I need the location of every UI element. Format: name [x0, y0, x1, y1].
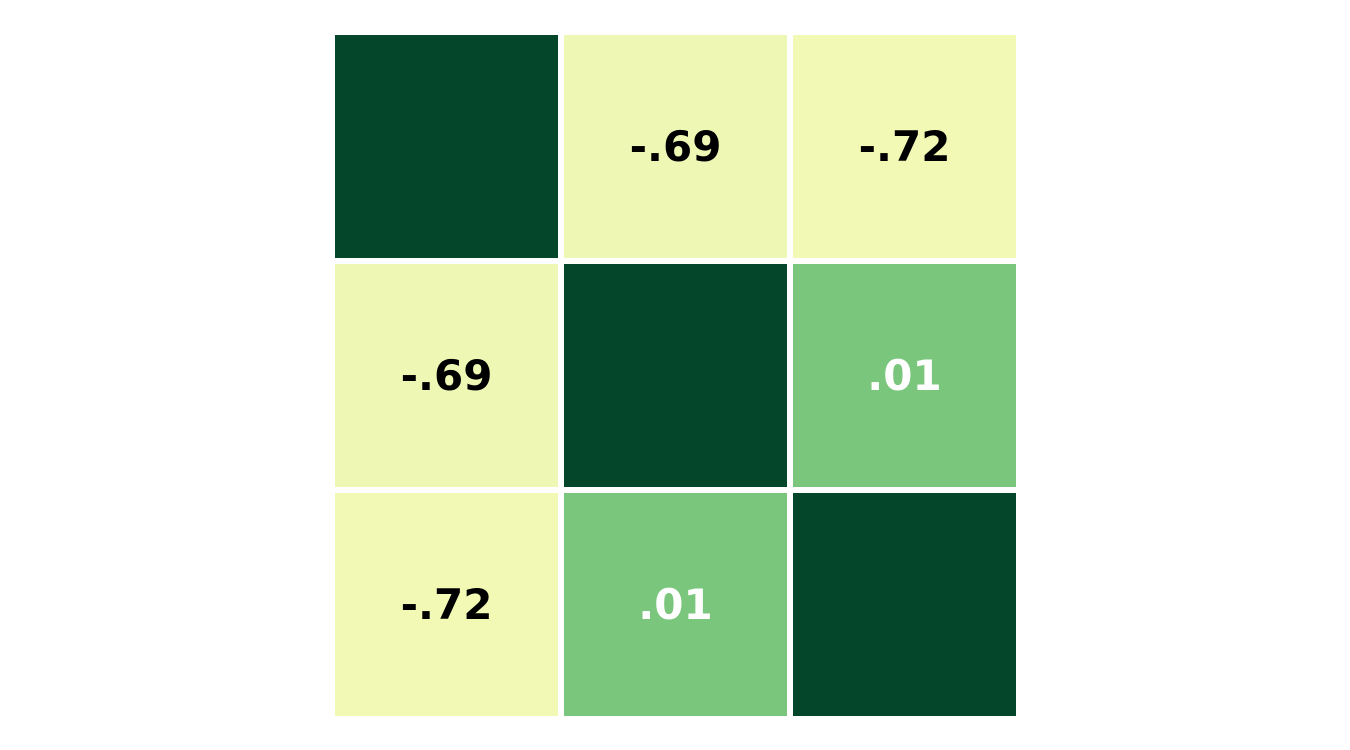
labels-layer: -.69 -.72 -.69 .01 -.72 .01 [401, 122, 951, 629]
heatmap-label-r1-c0: -.69 [401, 351, 493, 400]
heatmap-cell-r0-c0 [335, 35, 558, 258]
heatmap-cell-r0-c2 [793, 35, 1016, 258]
heatmap-cell-r1-c2 [793, 264, 1016, 487]
heatmap-cell-r2-c2 [793, 493, 1016, 716]
heatmap-cell-r2-c1 [564, 493, 787, 716]
heatmap-label-r2-c1: .01 [638, 580, 712, 629]
heatmap-label-r2-c0: -.72 [401, 580, 493, 629]
heatmap-cell-r0-c1 [564, 35, 787, 258]
heatmap-label-r1-c2: .01 [867, 351, 941, 400]
cells-layer [335, 35, 1016, 716]
heatmap-cell-r2-c0 [335, 493, 558, 716]
heatmap-cell-r1-c1 [564, 264, 787, 487]
heatmap-label-r0-c1: -.69 [630, 122, 722, 171]
heatmap-cell-r1-c0 [335, 264, 558, 487]
heatmap-label-r0-c2: -.72 [859, 122, 951, 171]
